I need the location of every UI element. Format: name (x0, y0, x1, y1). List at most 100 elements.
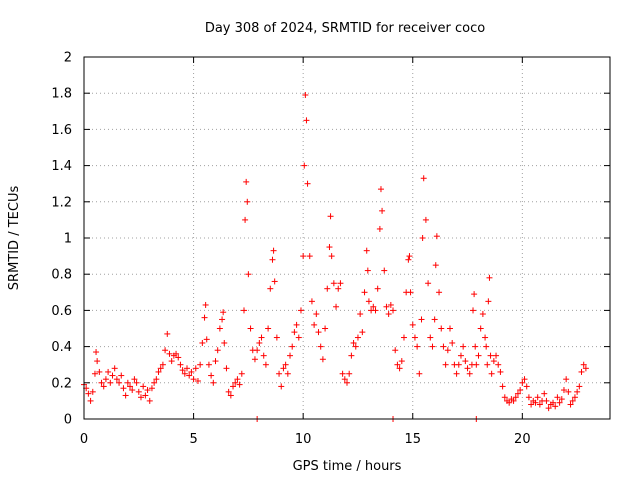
data-point (462, 358, 469, 365)
data-point (420, 175, 427, 182)
y-tick-label: 0 (64, 413, 72, 428)
data-point (406, 253, 413, 260)
data-point (247, 325, 254, 332)
data-point (262, 361, 269, 368)
data-point (243, 178, 250, 185)
data-point (242, 216, 249, 223)
data-point (188, 368, 195, 375)
data-point (175, 354, 182, 361)
data-point (365, 298, 372, 305)
data-point (528, 401, 535, 408)
data-point (385, 311, 392, 318)
data-point (422, 216, 429, 223)
data-point (556, 399, 563, 406)
data-point (153, 376, 160, 383)
data-point (473, 361, 480, 368)
plot-frame (83, 56, 611, 420)
data-point (374, 285, 381, 292)
data-point (354, 334, 361, 341)
data-point (107, 379, 114, 386)
data-point (214, 347, 221, 354)
data-point (361, 289, 368, 296)
data-point (407, 289, 414, 296)
data-point (510, 397, 517, 404)
data-point (490, 358, 497, 365)
data-point (429, 343, 436, 350)
data-point (582, 365, 589, 372)
data-point (225, 388, 232, 395)
y-tick-label: 1.4 (51, 159, 72, 174)
data-point (348, 352, 355, 359)
data-point (232, 379, 239, 386)
data-point (133, 379, 140, 386)
data-point (405, 256, 412, 263)
data-point (146, 397, 153, 404)
data-point (471, 291, 478, 298)
data-point (560, 387, 567, 394)
data-point (205, 361, 212, 368)
data-point (346, 370, 353, 377)
data-point (269, 256, 276, 263)
data-point (289, 343, 296, 350)
data-point (488, 370, 495, 377)
data-point (337, 280, 344, 287)
data-point (219, 316, 226, 323)
data-point (223, 365, 230, 372)
data-point (506, 399, 513, 406)
data-point (432, 262, 439, 269)
data-point (344, 379, 350, 386)
data-point (100, 383, 107, 390)
y-axis: 0 0.2 0.4 0.6 0.8 1 1.2 1.4 1.6 1.8 2 (51, 51, 610, 428)
data-point (328, 253, 335, 260)
data-point (113, 376, 120, 383)
data-point (392, 347, 399, 354)
data-point (543, 397, 550, 404)
data-point (396, 365, 403, 372)
data-point (571, 394, 578, 401)
data-point (271, 278, 278, 285)
data-point (383, 303, 390, 310)
data-point (181, 370, 188, 377)
data-point (536, 401, 543, 408)
data-point (87, 397, 94, 404)
data-point (567, 401, 574, 408)
data-point (202, 301, 209, 308)
data-point (545, 405, 552, 412)
data-point (364, 267, 371, 274)
data-point (550, 399, 557, 406)
data-point (301, 162, 308, 169)
y-tick-label: 1 (64, 232, 72, 247)
data-point (116, 379, 123, 386)
data-point (440, 343, 447, 350)
y-tick-label: 2 (64, 51, 72, 66)
data-point (238, 370, 245, 377)
data-point (201, 314, 208, 321)
data-point (372, 307, 379, 314)
y-tick-label: 1.6 (51, 123, 72, 138)
data-point (479, 311, 486, 318)
data-point (164, 330, 171, 337)
data-point (470, 307, 477, 314)
data-point (359, 329, 366, 336)
data-point (414, 343, 421, 350)
data-point (148, 385, 155, 392)
data-point (135, 388, 142, 395)
data-point (394, 361, 401, 368)
data-point (173, 350, 180, 357)
data-point (339, 370, 346, 377)
data-point (166, 350, 173, 357)
data-point (464, 365, 471, 372)
data-point (431, 316, 438, 323)
data-point (379, 207, 386, 214)
data-point (398, 358, 405, 365)
data-point (293, 321, 300, 328)
data-point (118, 372, 125, 379)
data-point (273, 334, 280, 341)
data-point (418, 316, 425, 323)
data-point (311, 321, 318, 328)
data-point (267, 285, 274, 292)
data-point (98, 379, 105, 386)
data-point (129, 387, 136, 394)
data-point (212, 358, 219, 365)
